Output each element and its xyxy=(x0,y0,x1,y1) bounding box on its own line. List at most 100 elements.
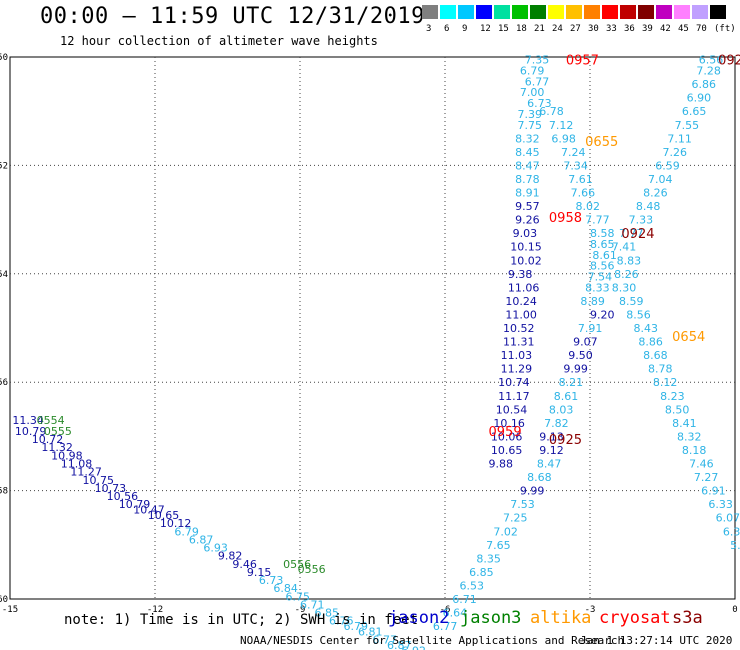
wave-height-label: 8.56 xyxy=(626,308,651,321)
wave-height-label: 8.03 xyxy=(549,403,574,416)
wave-height-label: 6.07 xyxy=(716,512,740,525)
legend-item-jason2: jason2 xyxy=(388,608,450,628)
wave-height-label: 7.54 xyxy=(588,271,613,284)
color-scale-swatch xyxy=(530,5,546,19)
wave-height-label: 10.54 xyxy=(496,403,528,416)
wave-height-label: 8.18 xyxy=(682,444,707,457)
y-tick-label: -58 xyxy=(0,487,8,497)
wave-height-label: 7.75 xyxy=(518,119,543,132)
wave-height-label: 8.21 xyxy=(559,376,584,389)
wave-height-label: 8.45 xyxy=(515,146,540,159)
wave-height-label: 6.81 xyxy=(358,626,383,639)
wave-height-label: 11.29 xyxy=(501,363,533,376)
color-scale-label: 39 xyxy=(642,24,653,34)
wave-height-label: 6.75 xyxy=(286,590,311,603)
color-scale-label: 33 xyxy=(606,24,617,34)
wave-height-label: 8.32 xyxy=(677,430,702,443)
wave-height-label: 7.11 xyxy=(667,132,692,145)
color-scale-swatch xyxy=(584,5,600,19)
wave-height-label: 8.30 xyxy=(612,281,637,294)
wave-height-label: 6.77 xyxy=(525,75,550,88)
wave-height-label: 7.33 xyxy=(629,214,654,227)
wave-height-label: 7.39 xyxy=(518,108,543,121)
x-tick-label: -9 xyxy=(295,605,306,615)
wave-height-label: 8.56 xyxy=(590,260,615,273)
wave-height-label: 8.78 xyxy=(648,363,673,376)
wave-height-label: 6.77 xyxy=(373,634,398,647)
color-scale-label: 45 xyxy=(678,24,689,34)
wave-height-label: 6.87 xyxy=(189,533,214,546)
wave-height-label: 8.86 xyxy=(638,336,663,349)
wave-height-label: 9.57 xyxy=(515,200,540,213)
pass-time-label: 0923 xyxy=(718,54,740,69)
wave-height-label: 7.04 xyxy=(648,173,673,186)
wave-height-label: 6.92 xyxy=(402,644,427,650)
wave-height-label: 7.77 xyxy=(585,214,610,227)
pass-time-label: 0925 xyxy=(549,433,582,448)
y-tick-label: -52 xyxy=(0,161,8,171)
wave-height-label: 8.43 xyxy=(634,322,659,335)
wave-height-label: 8.61 xyxy=(592,249,617,262)
wave-height-label: 6.56 xyxy=(699,54,724,67)
wave-height-label: 8.78 xyxy=(515,173,540,186)
x-tick-label: -12 xyxy=(147,605,163,615)
wave-height-label: 6.85 xyxy=(315,607,340,620)
wave-height-label: 10.79 xyxy=(119,498,151,511)
wave-height-label: 7.25 xyxy=(503,512,528,525)
wave-height-label: 9.07 xyxy=(573,336,598,349)
color-scale-label: 15 xyxy=(498,24,509,34)
wave-height-label: 9.20 xyxy=(590,308,615,321)
color-scale-swatch xyxy=(692,5,708,19)
wave-height-label: 11.27 xyxy=(70,466,102,479)
wave-height-label: 8.50 xyxy=(665,403,690,416)
pass-time-label: 0924 xyxy=(621,227,654,242)
wave-height-label: 9.99 xyxy=(520,485,545,498)
y-tick-label: -50 xyxy=(0,53,8,63)
pass-time-label: 0556 xyxy=(298,563,326,576)
color-scale-swatch xyxy=(602,5,618,19)
pass-time-label: 0555 xyxy=(44,425,72,438)
wave-height-label: 6.98 xyxy=(551,132,576,145)
wave-height-label: 10.06 xyxy=(491,430,522,443)
wave-height-label: 8.61 xyxy=(554,390,579,403)
wave-height-label: 6.85 xyxy=(469,566,494,579)
color-scale-label: 21 xyxy=(534,24,545,34)
color-scale-label: 42 xyxy=(660,24,671,34)
color-scale-swatch xyxy=(638,5,654,19)
wave-height-label: 8.12 xyxy=(653,376,678,389)
wave-height-label: 9.82 xyxy=(218,550,243,563)
wave-height-label: 11.00 xyxy=(505,308,536,321)
pass-time-label: 0655 xyxy=(585,135,618,150)
wave-height-label: 7.61 xyxy=(568,173,593,186)
wave-height-label: 9.50 xyxy=(568,349,593,362)
wave-height-label: 7.55 xyxy=(675,119,700,132)
wave-height-label: 7.66 xyxy=(571,187,596,200)
wave-height-label: 9.46 xyxy=(232,558,256,571)
wave-height-label: 7.65 xyxy=(486,539,511,552)
x-tick-label: -6 xyxy=(440,605,451,615)
color-scale-label: 24 xyxy=(552,24,563,34)
legend-item-jason3: jason3 xyxy=(460,608,522,628)
legend-item-s3a: s3a xyxy=(672,608,703,628)
wave-height-label: 10.74 xyxy=(498,376,529,389)
wave-height-label: 9.03 xyxy=(513,227,538,240)
pass-time-label: 0958 xyxy=(549,211,582,226)
legend-item-altika: altika xyxy=(530,608,592,628)
wave-height-label: 7.12 xyxy=(549,119,574,132)
wave-height-label: 11.32 xyxy=(41,441,73,454)
wave-height-label: 10.02 xyxy=(510,254,542,267)
wave-height-label: 8.47 xyxy=(537,458,562,471)
wave-height-label: 10.15 xyxy=(510,241,542,254)
wave-height-label: 8.23 xyxy=(660,390,685,403)
wave-height-label: 6.79 xyxy=(520,65,545,78)
wave-height-label: 6.33 xyxy=(708,498,733,511)
wave-height-label: 6.93 xyxy=(203,542,228,555)
wave-height-label: 6.71 xyxy=(300,598,325,611)
color-scale-swatch xyxy=(512,5,528,19)
wave-height-label: 8.68 xyxy=(527,471,552,484)
legend-item-cryosat: cryosat xyxy=(599,608,671,628)
wave-height-label: 10.73 xyxy=(95,482,127,495)
wave-height-label: 7.53 xyxy=(510,498,535,511)
color-scale-label: 30 xyxy=(588,24,599,34)
x-tick-label: -15 xyxy=(2,605,18,615)
